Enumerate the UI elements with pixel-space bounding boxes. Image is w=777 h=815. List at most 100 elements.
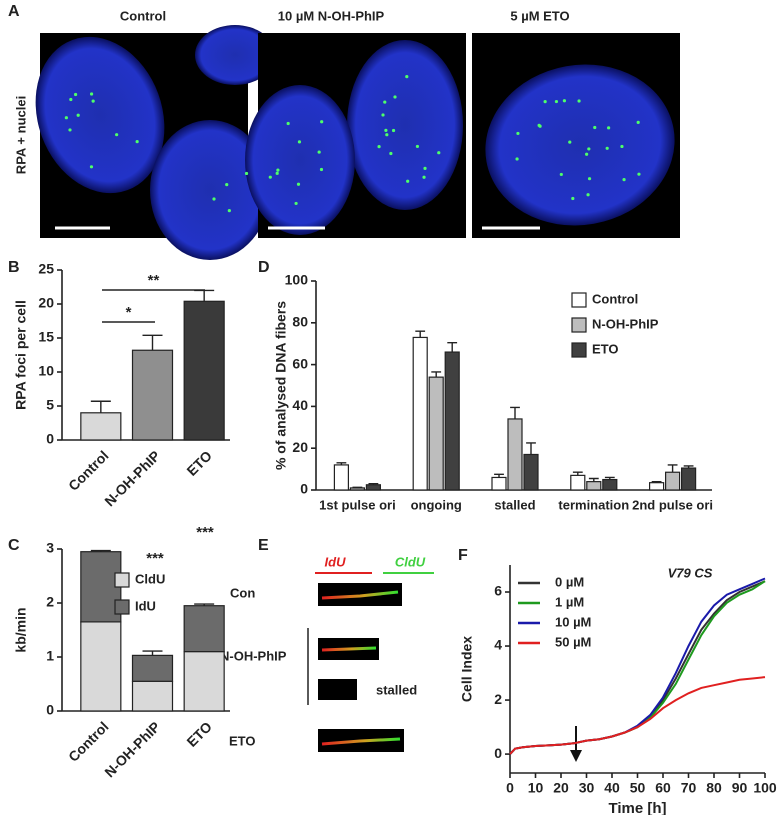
focus (415, 144, 420, 149)
focus (620, 144, 624, 149)
focus (225, 183, 229, 187)
focus (64, 116, 68, 120)
bar-segment (183, 650, 225, 712)
y-tick-label: 6 (494, 583, 502, 599)
y-tick-label: 4 (494, 637, 502, 653)
error-bar (415, 330, 426, 338)
significance-label: *** (146, 550, 164, 567)
focus (391, 128, 396, 133)
y-tick-label: 25 (38, 261, 54, 277)
legend-label: Control (592, 291, 638, 306)
bar (131, 349, 174, 441)
error-bar (368, 483, 379, 485)
focus (543, 100, 547, 104)
panel-label: E (258, 537, 269, 554)
focus (244, 171, 249, 176)
x-tick-label: N-OH-PhIP (101, 447, 163, 509)
bar-segment (80, 551, 122, 623)
error-bar (194, 289, 215, 302)
y-tick-label: 40 (292, 397, 308, 413)
line-series (509, 676, 766, 755)
y-tick-label: 60 (292, 355, 308, 371)
y-tick-label: 5 (46, 397, 54, 413)
bar (333, 464, 349, 491)
micrograph (472, 33, 680, 238)
y-axis-label: Cell Index (459, 636, 475, 702)
error-bar (336, 462, 347, 465)
bar (507, 418, 523, 491)
focus (607, 126, 611, 130)
legend-swatch (114, 572, 130, 588)
legend-label: IdU (135, 598, 156, 613)
focus (212, 197, 216, 201)
x-tick-label: 30 (579, 780, 595, 796)
legend-label: CldU (135, 571, 165, 586)
focus (296, 182, 301, 186)
legend-swatch (571, 317, 587, 333)
bar-segment (183, 605, 225, 653)
focus (559, 172, 563, 177)
y-tick-label: 2 (46, 594, 54, 610)
focus (437, 151, 441, 155)
x-tick-label: 10 (528, 780, 544, 796)
focus (568, 140, 572, 144)
x-tick-label: 80 (706, 780, 722, 796)
legend-swatch (114, 599, 130, 615)
bar (349, 487, 365, 491)
focus (571, 196, 575, 201)
bar (602, 478, 618, 491)
x-tick-label: 2nd pulse ori (632, 497, 713, 512)
error-bar (588, 477, 599, 482)
x-tick-label: 60 (655, 780, 671, 796)
bar (80, 412, 122, 441)
micrograph (35, 25, 275, 260)
panel-label: A (8, 3, 20, 20)
x-tick-label: termination (558, 497, 629, 512)
y-axis-label: RPA foci per cell (13, 300, 29, 410)
focus (393, 95, 397, 99)
x-tick-label: 20 (553, 780, 569, 796)
x-tick-label: 50 (630, 780, 646, 796)
x-tick-label: N-OH-PhIP (101, 718, 163, 780)
channel-label: CldU (395, 554, 426, 569)
y-tick-label: 20 (292, 439, 308, 455)
focus (73, 92, 78, 97)
fiber-images (318, 583, 404, 752)
focus (405, 74, 409, 79)
image-title: 10 µM N-OH-PhIP (278, 8, 385, 23)
legend-label: ETO (592, 341, 619, 356)
x-tick-label: Control (65, 718, 112, 765)
error-bar (431, 371, 442, 378)
legend-label: 1 µM (555, 594, 584, 609)
x-tick-label: 40 (604, 780, 620, 796)
focus (516, 131, 520, 136)
bar (428, 376, 444, 491)
fiber-note: stalled (376, 682, 417, 697)
bar (664, 471, 681, 491)
y-tick-label: 0 (494, 745, 502, 761)
y-tick-label: 15 (38, 329, 54, 345)
focus (91, 99, 95, 103)
focus (377, 145, 381, 149)
image-ylabel: RPA + nuclei (13, 96, 28, 174)
micrograph (245, 33, 466, 238)
x-tick-label: ETO (183, 718, 215, 750)
significance-label: *** (196, 524, 214, 541)
focus (135, 140, 139, 144)
bar-segment (131, 680, 174, 712)
legend-label: 0 µM (555, 574, 584, 589)
error-bar (510, 406, 520, 419)
bar (412, 336, 428, 491)
bar (586, 481, 602, 491)
focus (68, 128, 72, 132)
focus (76, 113, 80, 117)
focus (384, 128, 388, 132)
panel-label: F (458, 547, 468, 564)
x-tick-label: 0 (506, 780, 514, 796)
y-tick-label: 80 (292, 314, 308, 330)
x-axis-label: Time [h] (608, 800, 666, 815)
channel-label: IdU (325, 554, 347, 569)
error-bar (90, 549, 111, 552)
error-bar (572, 471, 583, 476)
